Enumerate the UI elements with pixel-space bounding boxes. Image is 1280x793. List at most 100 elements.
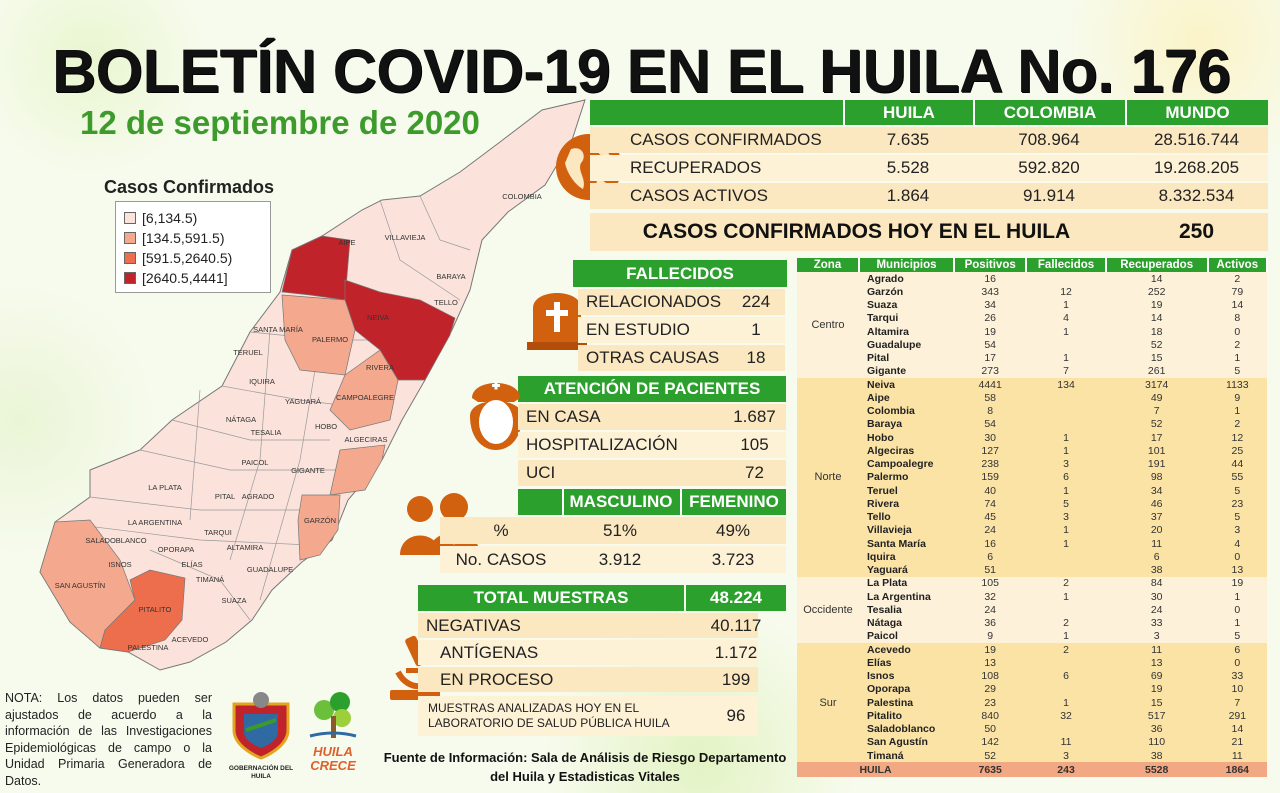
map-label: SANTA MARÍA	[253, 325, 303, 334]
muestras-value: 1.172	[714, 642, 758, 662]
fallecidos-row	[578, 289, 785, 315]
map-label: SALADOBLANCO	[85, 536, 147, 545]
municipio-value: 54	[954, 338, 1027, 352]
map-label: GARZÓN	[303, 516, 337, 525]
atencion-value: 1.687	[733, 407, 776, 426]
genero-label: %	[493, 520, 509, 540]
municipio-value: 6	[1105, 550, 1208, 564]
municipio-value: 273	[954, 364, 1027, 378]
municipio-value	[1026, 550, 1106, 564]
municipio-name: Pital	[859, 351, 954, 365]
municipio-value: 19	[954, 643, 1027, 657]
map-label: PAICOL	[241, 458, 269, 467]
summary-value: 592.820	[1018, 158, 1080, 177]
municipio-value: 26	[954, 311, 1027, 325]
municipio-value	[1026, 603, 1106, 617]
municipio-value: 10	[1207, 682, 1267, 696]
municipio-value: 0	[1207, 325, 1267, 339]
municipio-value: 14	[1105, 272, 1208, 286]
summary-value: 91.914	[1023, 186, 1075, 205]
zone-cell: Centro	[797, 272, 859, 378]
municipio-name: Palermo	[859, 470, 954, 484]
huila-crece-logo-text: HUILA CRECE	[310, 744, 356, 773]
municipio-value: 11	[1105, 643, 1208, 657]
column-header: Fallecidos	[1026, 258, 1107, 272]
legend-swatch	[124, 212, 136, 224]
municipio-name: Iquira	[859, 550, 954, 564]
table-row: Nátaga 36 2 33 1	[797, 616, 1267, 630]
summary-value: 8.332.534	[1158, 186, 1235, 205]
municipio-value: 3	[1026, 457, 1106, 471]
summary-row	[590, 155, 1268, 181]
municipio-name: Neiva	[859, 378, 954, 392]
municipio-value: 2	[1026, 576, 1106, 590]
municipio-value: 19	[1207, 576, 1267, 590]
gobernacion-logo: GOBERNACIÓN DEL HUILA	[226, 690, 296, 780]
municipio-value: 19	[954, 325, 1027, 339]
municipio-name: Santa María	[859, 537, 954, 551]
atencion-row	[518, 404, 786, 430]
map-label: SAN AGUSTÍN	[54, 581, 106, 590]
genero-row	[440, 517, 786, 544]
table-row: Algeciras 127 1 101 25	[797, 444, 1267, 458]
municipio-value: 3	[1026, 749, 1106, 763]
municipio-value: 23	[954, 696, 1027, 710]
municipio-value: 38	[1105, 749, 1208, 763]
fallecidos-value: 18	[746, 348, 766, 367]
municipio-value	[1026, 656, 1106, 670]
table-row: Santa María 16 1 11 4	[797, 537, 1267, 551]
muestras-label: EN PROCESO	[440, 669, 554, 689]
summary-value: 1.864	[886, 186, 930, 205]
municipio-value: 7	[1207, 696, 1267, 710]
municipio-value: 343	[954, 285, 1027, 299]
summary-row-label: CASOS CONFIRMADOS	[630, 130, 822, 149]
table-row: Yaguará 51 38 13	[797, 563, 1267, 577]
municipios-table: Zona Municipios Positivos Fallecidos Recuper…	[797, 258, 1269, 778]
header-row: Zona Municipios Positivos Fallecidos Recuper…	[797, 258, 1269, 272]
municipio-value: 2	[1207, 338, 1267, 352]
municipio-value: 6	[1026, 669, 1106, 683]
today-cases-label: CASOS CONFIRMADOS HOY EN EL HUILA	[642, 220, 1071, 243]
municipio-value: 49	[1105, 391, 1208, 405]
table-row: Sur Acevedo 19 2 11 6	[797, 643, 1267, 763]
table-row: Iquira 6 6 0	[797, 550, 1267, 564]
table-row: Elías 13 13 0	[797, 656, 1267, 670]
total-value: 5528	[1105, 762, 1208, 778]
muestras-total: 48.224	[686, 585, 786, 611]
municipio-value: 74	[954, 497, 1027, 511]
municipio-value: 16	[954, 272, 1027, 286]
municipio-value: 24	[954, 603, 1027, 617]
header-masculino: MASCULINO	[562, 489, 678, 515]
municipio-value: 51	[954, 563, 1027, 577]
municipio-value: 134	[1026, 378, 1106, 392]
genero-value-femenino: 3.723	[711, 549, 755, 569]
table-row: Tello 45 3 37 5	[797, 510, 1267, 524]
municipio-value: 20	[1105, 523, 1208, 537]
summary-row-label: CASOS ACTIVOS	[630, 186, 768, 205]
municipio-name: Suaza	[859, 298, 954, 312]
map-label: ACEVEDO	[171, 635, 209, 644]
bulletin-title: BOLETÍN COVID-19 EN EL HUILA No. 176	[52, 37, 1231, 105]
table-row: Campoalegre 238 3 191 44	[797, 457, 1267, 471]
municipio-value: 1	[1207, 616, 1267, 630]
table-row: Centro Agrado 16 14 2	[797, 272, 1267, 378]
total-row: HUILA 7635 243 5528 1864	[797, 762, 1267, 778]
municipio-value: 252	[1105, 285, 1208, 299]
atencion-value: 72	[745, 463, 764, 482]
zone-cell: Norte	[797, 378, 859, 577]
table-row: Timaná 52 3 38 11	[797, 749, 1267, 763]
municipio-value: 3174	[1105, 378, 1208, 392]
municipio-value: 11	[1105, 537, 1208, 551]
municipio-value: 8	[1207, 311, 1267, 325]
municipio-value: 13	[1105, 656, 1208, 670]
map-label: PALESTINA	[127, 643, 169, 652]
municipio-name: Isnos	[859, 669, 954, 683]
municipio-value: 52	[1105, 338, 1208, 352]
table-row: Oporapa 29 19 10	[797, 682, 1267, 696]
municipio-value: 16	[954, 537, 1027, 551]
municipio-value: 1	[1026, 484, 1106, 498]
map-label: GIGANTE	[291, 466, 325, 475]
municipio-value	[1026, 404, 1106, 418]
municipio-name: Nátaga	[859, 616, 954, 630]
column-header: Activos	[1207, 258, 1269, 272]
